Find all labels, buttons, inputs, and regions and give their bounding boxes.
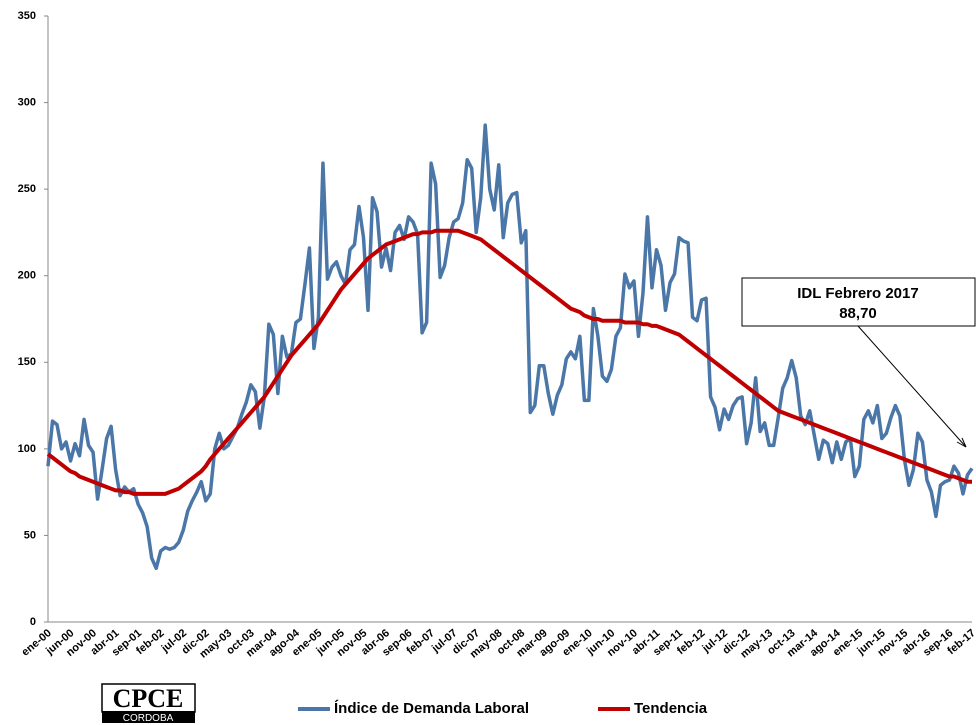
logo-band xyxy=(102,711,195,723)
series-line xyxy=(46,123,974,571)
legend-label: Tendencia xyxy=(634,700,708,717)
series-line xyxy=(46,228,972,496)
y-tick-label: 250 xyxy=(18,183,36,195)
y-tick-label: 150 xyxy=(18,356,36,368)
annotation-title: IDL Febrero 2017 xyxy=(797,285,918,302)
logo-text: CPCE xyxy=(113,684,184,713)
legend-label: Índice de Demanda Laboral xyxy=(334,700,529,717)
y-tick-label: 100 xyxy=(18,443,36,455)
logo-frame xyxy=(101,683,196,713)
y-tick-label: 300 xyxy=(18,96,36,108)
annotation-value: 88,70 xyxy=(839,305,877,322)
y-tick-label: 0 xyxy=(30,616,36,628)
y-tick-label: 200 xyxy=(18,270,36,282)
logo-subtext: CORDOBA xyxy=(123,713,174,724)
arrow-head xyxy=(956,437,967,448)
annotation-box xyxy=(741,277,976,327)
y-tick-label: 50 xyxy=(24,529,36,541)
y-tick-label: 350 xyxy=(18,10,36,22)
annotation-arrow xyxy=(857,325,967,448)
